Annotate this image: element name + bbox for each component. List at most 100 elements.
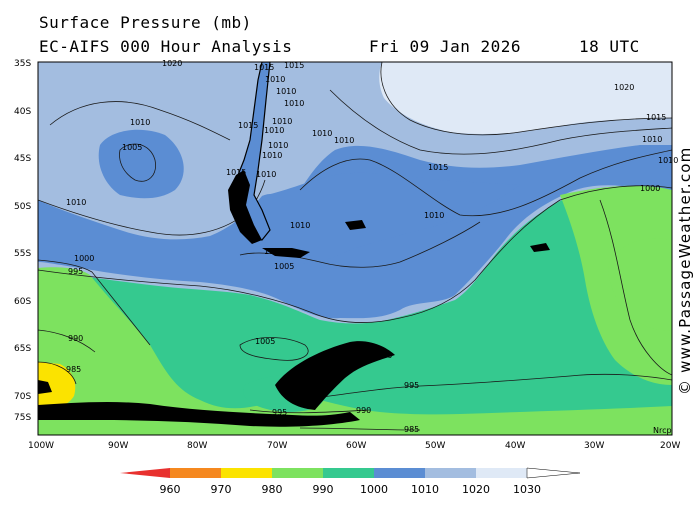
contour-labels: 1020 1015 1015 1010 1010 1010 1015 1010 … bbox=[38, 59, 678, 434]
lon-label: 100W bbox=[28, 441, 54, 451]
contour-label: 1010 bbox=[642, 135, 662, 144]
isobar-995-east bbox=[599, 199, 672, 376]
south-georgia bbox=[530, 243, 550, 252]
contour-label: 1015 bbox=[284, 61, 304, 70]
contour-label: 990 bbox=[356, 406, 371, 415]
isobar-1010-west bbox=[38, 179, 266, 236]
contour-label: 1010 bbox=[264, 126, 284, 135]
band-980 bbox=[38, 362, 76, 409]
legend-label: 1020 bbox=[462, 483, 490, 496]
band-1010-channel bbox=[262, 172, 520, 265]
valid-date: Fri 09 Jan 2026 bbox=[369, 37, 521, 56]
lon-label: 90W bbox=[108, 441, 128, 451]
pressure-legend: 960 970 980 990 1000 1010 1020 1030 bbox=[120, 467, 581, 496]
contour-label: 995 bbox=[404, 381, 419, 390]
lat-label: 55S bbox=[14, 249, 31, 259]
contour-label: 1010 bbox=[276, 87, 296, 96]
lat-label: 50S bbox=[14, 202, 31, 212]
contour-label: 1010 bbox=[334, 136, 354, 145]
contour-label: 1005 bbox=[122, 143, 142, 152]
legend-label: 1030 bbox=[513, 483, 541, 496]
lat-label: 35S bbox=[14, 59, 31, 69]
contour-label: 995 bbox=[68, 267, 83, 276]
contour-label: 1015 bbox=[254, 63, 274, 72]
legend-swatch bbox=[476, 468, 527, 478]
contour-label: 1010 bbox=[658, 156, 678, 165]
contour-label: 1000 bbox=[640, 184, 660, 193]
patagonia-islands bbox=[228, 170, 262, 244]
contour-label: 1020 bbox=[162, 59, 182, 68]
contour-label: 1010 bbox=[268, 141, 288, 150]
contour-label: 1020 bbox=[614, 83, 634, 92]
contour-label: 1010 bbox=[256, 170, 276, 179]
longitude-axis: 100W 90W 80W 70W 60W 50W 40W 30W 20W bbox=[28, 441, 680, 451]
band-1030 bbox=[379, 62, 672, 134]
lon-label: 20W bbox=[660, 441, 680, 451]
contour-label: 1010 bbox=[424, 211, 444, 220]
contour-label: 985 bbox=[404, 425, 419, 434]
contour-label: 1010 bbox=[272, 117, 292, 126]
legend-label: 980 bbox=[262, 483, 283, 496]
legend-swatch bbox=[323, 468, 374, 478]
lon-label: 60W bbox=[346, 441, 366, 451]
band-1000 bbox=[38, 186, 672, 435]
isobar-1015 bbox=[329, 89, 672, 155]
lat-label: 45S bbox=[14, 154, 31, 164]
valid-time: 18 UTC bbox=[579, 37, 640, 56]
contour-label: 1010 bbox=[130, 118, 150, 127]
contour-label: 1010 bbox=[290, 221, 310, 230]
model-run: EC-AIFS 000 Hour Analysis bbox=[39, 37, 293, 56]
contour-label: 1010 bbox=[312, 129, 332, 138]
legend-label: 1010 bbox=[411, 483, 439, 496]
isobar-995-west bbox=[38, 259, 151, 346]
contour-label: 1010 bbox=[265, 75, 285, 84]
isobar-990-south bbox=[249, 409, 371, 414]
contour-label: 1005 bbox=[255, 337, 275, 346]
contour-label: 1010 bbox=[264, 247, 284, 256]
contour-label: 1000 bbox=[298, 393, 318, 402]
corner-tag: Nrcp bbox=[653, 426, 672, 435]
map-title: Surface Pressure (mb) bbox=[39, 13, 252, 32]
isobar-1005-center bbox=[239, 337, 309, 361]
lon-label: 80W bbox=[187, 441, 207, 451]
legend-swatch bbox=[272, 468, 323, 478]
contour-label: 1015 bbox=[646, 113, 666, 122]
map-frame bbox=[37, 61, 673, 436]
lat-label: 65S bbox=[14, 344, 31, 354]
isobar-1000-east bbox=[399, 185, 672, 319]
contour-label: 80 bbox=[38, 405, 48, 414]
latitude-axis: 35S 40S 45S 50S 55S 60S 65S 70S 75S bbox=[14, 59, 31, 423]
antarctic-peninsula bbox=[275, 341, 395, 410]
lon-label: 50W bbox=[425, 441, 445, 451]
contour-label: 995 bbox=[272, 408, 287, 417]
isobar-985 bbox=[38, 361, 77, 385]
land-outlines bbox=[38, 62, 550, 427]
lat-label: 70S bbox=[14, 392, 31, 402]
legend-swatch bbox=[374, 468, 425, 478]
tierra-del-fuego bbox=[262, 248, 310, 258]
lat-label: 75S bbox=[14, 413, 31, 423]
legend-label: 990 bbox=[313, 483, 334, 496]
falklands bbox=[345, 220, 366, 230]
contour-label: 1000 bbox=[74, 254, 94, 263]
legend-swatch-below-960 bbox=[120, 468, 170, 478]
lon-label: 70W bbox=[267, 441, 287, 451]
contour-label: 1010 bbox=[284, 99, 304, 108]
legend-label: 1000 bbox=[360, 483, 388, 496]
isobar-995-south bbox=[299, 373, 672, 401]
isobar-1010-nw bbox=[49, 101, 231, 141]
isobar-990 bbox=[38, 329, 96, 353]
contour-label: 1000 bbox=[372, 351, 392, 360]
contour-label: 990 bbox=[68, 334, 83, 343]
contour-label: 1010 bbox=[66, 198, 86, 207]
legend-label: 960 bbox=[160, 483, 181, 496]
isobar-985-south bbox=[299, 427, 421, 431]
lon-label: 30W bbox=[584, 441, 604, 451]
contour-label: 1010 bbox=[262, 151, 282, 160]
antarctic-islet bbox=[38, 380, 52, 394]
site-credit: © www.PassageWeather.com bbox=[676, 146, 694, 395]
lon-label: 40W bbox=[505, 441, 525, 451]
contour-label: 1005 bbox=[274, 262, 294, 271]
legend-swatch bbox=[221, 468, 272, 478]
isobar-1020 bbox=[380, 62, 672, 136]
